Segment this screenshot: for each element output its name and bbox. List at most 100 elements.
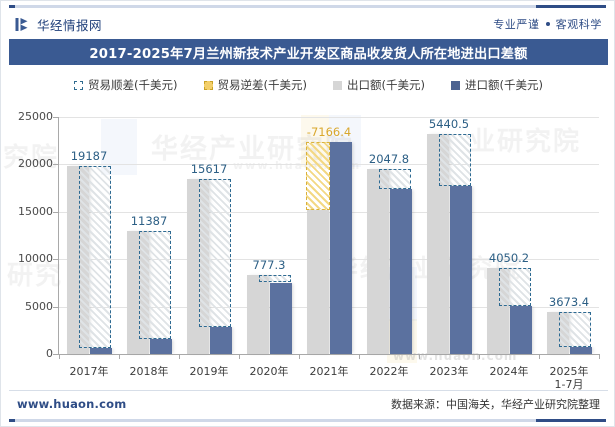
bar-surplus-2023年[interactable] <box>438 134 472 186</box>
bar-surplus-2020年[interactable] <box>258 275 292 283</box>
x-axis-label-main: 2020年 <box>249 365 289 378</box>
data-label-2024年: 4050.2 <box>488 250 530 265</box>
page-title: 2017-2025年7月兰州新技术产业开发区商品收发货人所在地进出口差额 <box>89 46 528 62</box>
data-label-2020年: 777.3 <box>252 258 286 273</box>
x-axis-label-2022年: 2022年 <box>359 363 419 379</box>
x-axis-label-sub: 1-7月 <box>554 378 584 391</box>
footer-data-source: 数据来源：中国海关，华经产业研究院整理 <box>391 397 600 411</box>
x-axis-tick <box>359 354 360 359</box>
brand-name: 华经情报网 <box>37 17 103 33</box>
x-axis-tick <box>179 354 180 359</box>
chart-legend: 贸易顺差(千美元) 贸易逆差(千美元) 出口额(千美元) 进口额(千美元) <box>1 73 615 97</box>
x-axis-label-2024年: 2024年 <box>479 363 539 379</box>
bar-import-2020年[interactable] <box>269 282 292 354</box>
x-axis-label-2019年: 2019年 <box>179 363 239 379</box>
y-axis-label: 5000 <box>25 299 53 313</box>
x-axis-label-2018年: 2018年 <box>119 363 179 379</box>
data-label-2018年: 11387 <box>130 213 168 228</box>
y-axis-label: 15000 <box>18 204 53 218</box>
x-axis-label-main: 2019年 <box>189 365 229 378</box>
bar-import-2018年[interactable] <box>149 338 172 354</box>
bar-import-2021年[interactable] <box>329 141 352 354</box>
y-axis-tick <box>53 117 58 118</box>
bar-surplus-2025年[interactable] <box>558 312 592 347</box>
top-divider-rule <box>9 5 606 8</box>
x-axis-tick <box>539 354 540 359</box>
brand-bar: 华经情报网 专业严谨 客观科学 <box>1 11 615 37</box>
x-axis-label-2023年: 2023年 <box>419 363 479 379</box>
x-axis-tick <box>479 354 480 359</box>
footer-site-url[interactable]: www.huaon.com <box>17 396 127 411</box>
bar-export-2021年[interactable] <box>306 209 329 354</box>
data-label-2023年: 5440.5 <box>428 117 470 132</box>
legend-item-label: 贸易顺差(千美元) <box>88 78 178 92</box>
x-axis-tick <box>599 354 600 359</box>
gridline <box>59 306 599 308</box>
bar-import-2025年[interactable] <box>569 346 592 354</box>
y-axis-label: 25000 <box>18 110 53 123</box>
y-axis-line <box>58 117 59 355</box>
x-axis-label-main: 2023年 <box>429 365 469 378</box>
bar-surplus-2019年[interactable] <box>198 178 232 327</box>
brand-tagline: 专业严谨 客观科学 <box>493 16 602 32</box>
x-axis-label-2020年: 2020年 <box>239 363 299 379</box>
legend-item-label: 进口额(千美元) <box>464 78 543 92</box>
bar-export-2022年[interactable] <box>366 169 389 354</box>
bar-import-2022年[interactable] <box>389 188 412 354</box>
bar-surplus-2022年[interactable] <box>378 169 412 189</box>
surplus-swatch-icon <box>74 80 84 90</box>
brand-left-group: 华经情报网 <box>15 15 102 34</box>
tagline-right: 客观科学 <box>555 18 602 31</box>
data-label-2017年: 19187 <box>70 149 108 164</box>
export-swatch-icon <box>333 80 342 90</box>
legend-item-import[interactable]: 进口额(千美元) <box>450 77 543 93</box>
x-axis-tick <box>119 354 120 359</box>
butterfly-logo-icon <box>15 17 30 32</box>
bar-surplus-2024年[interactable] <box>498 267 532 307</box>
bar-surplus-2017年[interactable] <box>78 166 112 349</box>
bar-import-2023年[interactable] <box>449 185 472 354</box>
bar-import-2017年[interactable] <box>89 348 112 354</box>
bullet-dot-icon <box>545 22 550 26</box>
bar-export-2020年[interactable] <box>246 275 269 354</box>
x-axis-label-main: 2022年 <box>369 365 409 378</box>
data-label-2021年: -7166.4 <box>306 124 352 139</box>
y-axis-tick <box>53 211 58 213</box>
chart-area: 华经产业研究院 www.huaon.com 业研究院 究院 研究 华经产业研究院… <box>1 97 615 393</box>
x-axis-label-main: 2017年 <box>69 365 109 378</box>
bar-deficit-2021年[interactable] <box>305 141 330 210</box>
legend-item-label: 出口额(千美元) <box>347 78 425 92</box>
import-swatch-icon <box>450 80 460 90</box>
gridline <box>59 211 599 213</box>
x-axis-tick <box>419 354 420 359</box>
plot-region: 19187 11387 15617 777.3 -7166.4 2047.8 5440.5 4… <box>59 117 599 354</box>
x-axis-tick <box>299 354 300 359</box>
y-axis-tick <box>53 259 58 261</box>
bar-import-2024年[interactable] <box>509 306 532 354</box>
x-axis-label-main: 2025年 <box>549 365 589 378</box>
legend-item-export[interactable]: 出口额(千美元) <box>333 77 425 93</box>
bar-import-2019年[interactable] <box>209 326 232 354</box>
x-axis-line <box>58 354 599 355</box>
top-divider-accent <box>536 5 606 8</box>
y-axis-label: 10000 <box>18 252 53 266</box>
legend-item-deficit[interactable]: 贸易逆差(千美元) <box>203 77 307 93</box>
bar-surplus-2018年[interactable] <box>138 230 172 339</box>
bar-export-2023年[interactable] <box>426 134 449 354</box>
bottom-divider-rule <box>9 419 606 422</box>
x-axis-label-2017年: 2017年 <box>59 363 119 379</box>
x-axis-label-main: 2018年 <box>129 365 169 378</box>
x-axis-label-main: 2021年 <box>309 365 349 378</box>
gridline <box>59 259 599 261</box>
data-label-2019年: 15617 <box>190 161 228 176</box>
y-axis-label: 20000 <box>18 157 53 171</box>
y-axis-tick <box>53 306 58 308</box>
x-axis-tick <box>239 354 240 359</box>
tagline-left: 专业严谨 <box>493 18 540 31</box>
data-label-2022年: 2047.8 <box>368 152 410 167</box>
x-axis-label-2021年: 2021年 <box>299 363 359 379</box>
chart-title-band: 2017-2025年7月兰州新技术产业开发区商品收发货人所在地进出口差额 <box>9 39 608 65</box>
legend-item-surplus[interactable]: 贸易顺差(千美元) <box>74 77 178 93</box>
y-axis-tick <box>53 164 58 166</box>
